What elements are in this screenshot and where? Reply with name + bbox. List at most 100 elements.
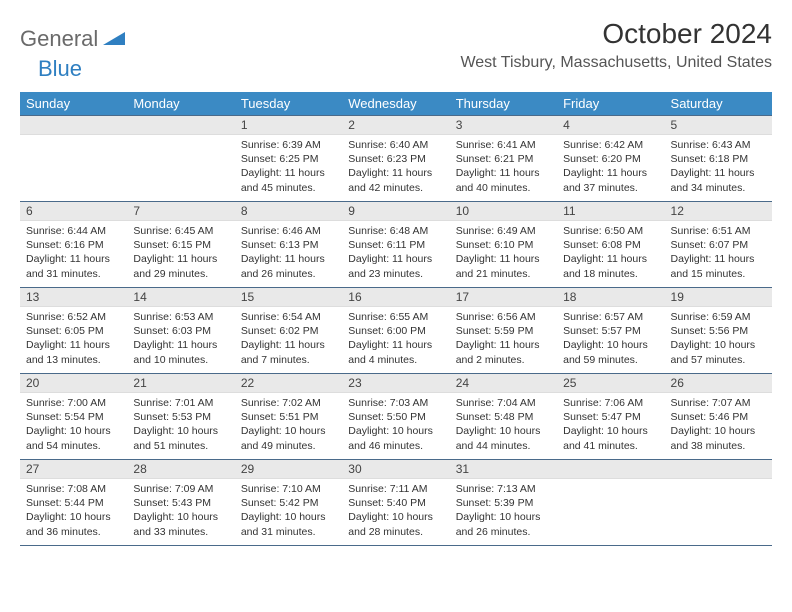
sunrise-line: Sunrise: 7:11 AM bbox=[348, 482, 443, 496]
day-details: Sunrise: 6:57 AMSunset: 5:57 PMDaylight:… bbox=[557, 307, 664, 371]
sunset-line: Sunset: 6:21 PM bbox=[456, 152, 551, 166]
daylight-line: Daylight: 11 hours and 4 minutes. bbox=[348, 338, 443, 366]
sunrise-line: Sunrise: 7:09 AM bbox=[133, 482, 228, 496]
day-details: Sunrise: 6:44 AMSunset: 6:16 PMDaylight:… bbox=[20, 221, 127, 285]
sunset-line: Sunset: 5:54 PM bbox=[26, 410, 121, 424]
sunrise-line: Sunrise: 6:57 AM bbox=[563, 310, 658, 324]
sunset-line: Sunset: 6:15 PM bbox=[133, 238, 228, 252]
calendar-day-cell: 30Sunrise: 7:11 AMSunset: 5:40 PMDayligh… bbox=[342, 460, 449, 546]
day-number: 13 bbox=[20, 288, 127, 307]
daylight-line: Daylight: 10 hours and 44 minutes. bbox=[456, 424, 551, 452]
day-details: Sunrise: 6:52 AMSunset: 6:05 PMDaylight:… bbox=[20, 307, 127, 371]
sunrise-line: Sunrise: 7:01 AM bbox=[133, 396, 228, 410]
day-number: 19 bbox=[665, 288, 772, 307]
day-details: Sunrise: 7:03 AMSunset: 5:50 PMDaylight:… bbox=[342, 393, 449, 457]
sunset-line: Sunset: 5:48 PM bbox=[456, 410, 551, 424]
weekday-header: Saturday bbox=[665, 92, 772, 116]
sunset-line: Sunset: 5:53 PM bbox=[133, 410, 228, 424]
calendar-day-cell: 3Sunrise: 6:41 AMSunset: 6:21 PMDaylight… bbox=[450, 116, 557, 202]
sunset-line: Sunset: 6:16 PM bbox=[26, 238, 121, 252]
sunrise-line: Sunrise: 6:59 AM bbox=[671, 310, 766, 324]
day-details: Sunrise: 7:10 AMSunset: 5:42 PMDaylight:… bbox=[235, 479, 342, 543]
day-number: 14 bbox=[127, 288, 234, 307]
day-details: Sunrise: 6:56 AMSunset: 5:59 PMDaylight:… bbox=[450, 307, 557, 371]
sunset-line: Sunset: 5:47 PM bbox=[563, 410, 658, 424]
day-number: 22 bbox=[235, 374, 342, 393]
sunrise-line: Sunrise: 6:48 AM bbox=[348, 224, 443, 238]
day-details: Sunrise: 6:39 AMSunset: 6:25 PMDaylight:… bbox=[235, 135, 342, 199]
day-number: 24 bbox=[450, 374, 557, 393]
daylight-line: Daylight: 11 hours and 37 minutes. bbox=[563, 166, 658, 194]
daylight-line: Daylight: 10 hours and 41 minutes. bbox=[563, 424, 658, 452]
sunrise-line: Sunrise: 6:42 AM bbox=[563, 138, 658, 152]
sunset-line: Sunset: 5:56 PM bbox=[671, 324, 766, 338]
daylight-line: Daylight: 11 hours and 18 minutes. bbox=[563, 252, 658, 280]
logo-text-blue: Blue bbox=[38, 56, 82, 81]
day-details: Sunrise: 6:55 AMSunset: 6:00 PMDaylight:… bbox=[342, 307, 449, 371]
calendar-week-row: 27Sunrise: 7:08 AMSunset: 5:44 PMDayligh… bbox=[20, 460, 772, 546]
weekday-header: Tuesday bbox=[235, 92, 342, 116]
sunset-line: Sunset: 5:57 PM bbox=[563, 324, 658, 338]
day-number-empty bbox=[665, 460, 772, 479]
calendar-day-cell: 4Sunrise: 6:42 AMSunset: 6:20 PMDaylight… bbox=[557, 116, 664, 202]
day-number: 26 bbox=[665, 374, 772, 393]
sunset-line: Sunset: 5:50 PM bbox=[348, 410, 443, 424]
calendar-day-cell: 17Sunrise: 6:56 AMSunset: 5:59 PMDayligh… bbox=[450, 288, 557, 374]
day-number: 30 bbox=[342, 460, 449, 479]
daylight-line: Daylight: 10 hours and 59 minutes. bbox=[563, 338, 658, 366]
sunrise-line: Sunrise: 6:51 AM bbox=[671, 224, 766, 238]
sunset-line: Sunset: 6:20 PM bbox=[563, 152, 658, 166]
calendar-day-cell: 27Sunrise: 7:08 AMSunset: 5:44 PMDayligh… bbox=[20, 460, 127, 546]
weekday-header: Sunday bbox=[20, 92, 127, 116]
day-details: Sunrise: 6:43 AMSunset: 6:18 PMDaylight:… bbox=[665, 135, 772, 199]
sunrise-line: Sunrise: 6:40 AM bbox=[348, 138, 443, 152]
daylight-line: Daylight: 10 hours and 28 minutes. bbox=[348, 510, 443, 538]
calendar-day-cell: 15Sunrise: 6:54 AMSunset: 6:02 PMDayligh… bbox=[235, 288, 342, 374]
weekday-header: Friday bbox=[557, 92, 664, 116]
weekday-header: Wednesday bbox=[342, 92, 449, 116]
calendar-day-cell: 13Sunrise: 6:52 AMSunset: 6:05 PMDayligh… bbox=[20, 288, 127, 374]
day-number: 31 bbox=[450, 460, 557, 479]
day-details: Sunrise: 7:01 AMSunset: 5:53 PMDaylight:… bbox=[127, 393, 234, 457]
daylight-line: Daylight: 10 hours and 36 minutes. bbox=[26, 510, 121, 538]
calendar-day-cell: 23Sunrise: 7:03 AMSunset: 5:50 PMDayligh… bbox=[342, 374, 449, 460]
daylight-line: Daylight: 11 hours and 10 minutes. bbox=[133, 338, 228, 366]
sunrise-line: Sunrise: 6:43 AM bbox=[671, 138, 766, 152]
sunrise-line: Sunrise: 6:49 AM bbox=[456, 224, 551, 238]
title-block: October 2024 West Tisbury, Massachusetts… bbox=[460, 18, 772, 72]
day-details: Sunrise: 6:41 AMSunset: 6:21 PMDaylight:… bbox=[450, 135, 557, 199]
day-number: 12 bbox=[665, 202, 772, 221]
daylight-line: Daylight: 10 hours and 51 minutes. bbox=[133, 424, 228, 452]
day-number: 9 bbox=[342, 202, 449, 221]
sunrise-line: Sunrise: 7:06 AM bbox=[563, 396, 658, 410]
sunset-line: Sunset: 6:00 PM bbox=[348, 324, 443, 338]
daylight-line: Daylight: 11 hours and 40 minutes. bbox=[456, 166, 551, 194]
sunset-line: Sunset: 5:44 PM bbox=[26, 496, 121, 510]
daylight-line: Daylight: 11 hours and 2 minutes. bbox=[456, 338, 551, 366]
sunrise-line: Sunrise: 7:13 AM bbox=[456, 482, 551, 496]
calendar-day-cell: 9Sunrise: 6:48 AMSunset: 6:11 PMDaylight… bbox=[342, 202, 449, 288]
sunrise-line: Sunrise: 6:44 AM bbox=[26, 224, 121, 238]
day-number: 10 bbox=[450, 202, 557, 221]
calendar-day-cell: 19Sunrise: 6:59 AMSunset: 5:56 PMDayligh… bbox=[665, 288, 772, 374]
calendar-day-cell: 31Sunrise: 7:13 AMSunset: 5:39 PMDayligh… bbox=[450, 460, 557, 546]
day-number: 18 bbox=[557, 288, 664, 307]
sunset-line: Sunset: 5:46 PM bbox=[671, 410, 766, 424]
logo: General bbox=[20, 18, 127, 52]
sunrise-line: Sunrise: 6:52 AM bbox=[26, 310, 121, 324]
day-details: Sunrise: 6:54 AMSunset: 6:02 PMDaylight:… bbox=[235, 307, 342, 371]
calendar-day-cell: 12Sunrise: 6:51 AMSunset: 6:07 PMDayligh… bbox=[665, 202, 772, 288]
calendar-day-cell: 20Sunrise: 7:00 AMSunset: 5:54 PMDayligh… bbox=[20, 374, 127, 460]
day-details: Sunrise: 6:42 AMSunset: 6:20 PMDaylight:… bbox=[557, 135, 664, 199]
day-number: 17 bbox=[450, 288, 557, 307]
day-number: 16 bbox=[342, 288, 449, 307]
calendar-day-cell: 29Sunrise: 7:10 AMSunset: 5:42 PMDayligh… bbox=[235, 460, 342, 546]
sunrise-line: Sunrise: 7:08 AM bbox=[26, 482, 121, 496]
day-number: 7 bbox=[127, 202, 234, 221]
day-details: Sunrise: 7:04 AMSunset: 5:48 PMDaylight:… bbox=[450, 393, 557, 457]
daylight-line: Daylight: 11 hours and 42 minutes. bbox=[348, 166, 443, 194]
calendar-day-cell: 10Sunrise: 6:49 AMSunset: 6:10 PMDayligh… bbox=[450, 202, 557, 288]
daylight-line: Daylight: 11 hours and 13 minutes. bbox=[26, 338, 121, 366]
weekday-header: Monday bbox=[127, 92, 234, 116]
sunset-line: Sunset: 6:07 PM bbox=[671, 238, 766, 252]
